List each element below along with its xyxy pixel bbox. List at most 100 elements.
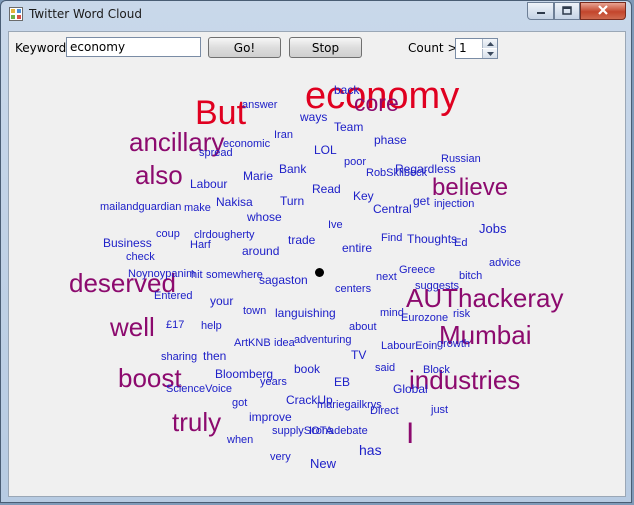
cloud-word: mariegailkrys	[317, 399, 382, 411]
cloud-word: Direct	[370, 405, 399, 417]
cloud-word: LOL	[314, 143, 337, 157]
cloud-word: Find	[381, 232, 403, 244]
cloud-word: AUThackeray	[406, 283, 564, 313]
cloud-word: Greece	[399, 264, 436, 276]
cloud-word: just	[431, 404, 449, 416]
stop-button[interactable]: Stop	[289, 37, 362, 58]
cloud-word: centers	[335, 283, 372, 295]
count-spinner[interactable]: 1	[455, 38, 498, 59]
title-bar[interactable]: Twitter Word Cloud	[1, 1, 631, 27]
cloud-word: phase	[374, 133, 407, 147]
cloud-word: hit	[191, 269, 203, 281]
cloud-word: next	[376, 271, 397, 283]
spinner-down-icon[interactable]	[482, 49, 497, 58]
cloud-word: Marie	[243, 169, 274, 183]
cloud-center-dot	[315, 268, 324, 277]
cloud-word: truly	[172, 407, 222, 437]
cloud-word: improve	[249, 410, 292, 424]
cloud-word: economic	[223, 138, 271, 150]
cloud-word: Thoughts	[407, 232, 458, 246]
cloud-word: Global	[393, 382, 428, 396]
cloud-word: whose	[247, 210, 282, 224]
cloud-word: Ed	[454, 237, 468, 249]
cloud-word: Central	[373, 202, 412, 216]
cloud-word: clrdougherty	[194, 229, 255, 241]
cloud-word: boost	[118, 363, 182, 393]
word-cloud: economy But core ancillary also believe deserv…	[9, 32, 625, 496]
cloud-word: sharing	[161, 351, 198, 363]
cloud-word: New	[310, 456, 337, 471]
cloud-word: mind	[380, 307, 404, 319]
cloud-word: Labour	[190, 177, 228, 191]
cloud-word: Mumbai	[439, 320, 532, 350]
spinner-up-icon[interactable]	[482, 39, 497, 48]
cloud-word: got	[232, 397, 248, 409]
cloud-word: Nakisa	[216, 195, 253, 209]
keyword-label: Keyword:	[15, 41, 71, 55]
cloud-word: entire	[342, 241, 373, 255]
cloud-word: EB	[334, 375, 351, 389]
cloud-word: bitch	[459, 270, 483, 282]
cloud-word: around	[242, 244, 280, 258]
cloud-word: deserved	[69, 268, 176, 298]
cloud-word: believe	[432, 174, 509, 201]
cloud-word: growth	[437, 338, 471, 350]
cloud-word: mailandguardian	[100, 201, 182, 213]
cloud-word: make	[184, 202, 211, 214]
window-title: Twitter Word Cloud	[29, 7, 142, 21]
cloud-word: But	[195, 94, 247, 132]
cloud-word: ScienceVoice	[166, 383, 233, 395]
cloud-word: languishing	[275, 306, 336, 320]
cloud-word: Jobs	[479, 221, 507, 236]
count-label: Count >	[408, 41, 458, 55]
cloud-word: when	[227, 434, 254, 446]
cloud-word: poor	[344, 156, 367, 168]
cloud-word: I	[406, 417, 415, 450]
cloud-word: adventuring	[294, 334, 352, 346]
cloud-word: Harf	[190, 239, 211, 251]
close-button[interactable]	[580, 2, 626, 20]
cloud-word: industries	[409, 365, 521, 395]
cloud-word: then	[203, 349, 227, 363]
cloud-word: help	[201, 320, 222, 332]
cloud-word: well	[110, 312, 155, 342]
maximize-button[interactable]	[554, 2, 580, 20]
minimize-icon	[536, 2, 546, 20]
cloud-word: answer	[242, 99, 278, 111]
cloud-word: ways	[300, 110, 328, 124]
go-button[interactable]: Go!	[208, 37, 281, 58]
cloud-word: Key	[353, 189, 374, 203]
cloud-word: Block	[423, 364, 450, 376]
cloud-word: Entered	[154, 290, 193, 302]
cloud-word: suggests	[415, 280, 460, 292]
cloud-word: ArtKNB	[234, 337, 271, 349]
cloud-word: Ive	[328, 219, 343, 231]
cloud-word: advice	[489, 257, 521, 269]
cloud-word: idea	[274, 337, 295, 349]
cloud-word: Regardless	[395, 162, 456, 176]
cloud-word: core	[354, 90, 399, 116]
app-icon	[9, 7, 23, 21]
cloud-word: Turn	[280, 194, 305, 208]
count-value[interactable]: 1	[459, 41, 467, 55]
cloud-word: very	[270, 451, 291, 463]
cloud-word: back	[334, 83, 360, 97]
cloud-word: also	[135, 160, 183, 190]
cloud-word: Iran	[274, 129, 293, 141]
cloud-word: Ironadebate	[309, 425, 368, 437]
cloud-word: risk	[453, 308, 471, 320]
cloud-word: TV	[351, 348, 367, 362]
cloud-word: Bloomberg	[215, 367, 274, 381]
cloud-word: coup	[156, 228, 180, 240]
client-area: Keyword: economy Go! Stop Count > 1 econ…	[8, 31, 626, 497]
keyword-input[interactable]: economy	[66, 37, 201, 57]
cloud-word: RobSkilbeck	[366, 167, 428, 179]
cloud-word: Eurozone	[401, 312, 449, 324]
cloud-word: Read	[312, 182, 341, 196]
cloud-word: somewhere	[206, 269, 263, 281]
cloud-word: said	[375, 362, 396, 374]
cloud-word: LabourEoin	[381, 340, 438, 352]
cloud-word: supplySOTA	[272, 425, 333, 437]
minimize-button[interactable]	[527, 2, 554, 20]
